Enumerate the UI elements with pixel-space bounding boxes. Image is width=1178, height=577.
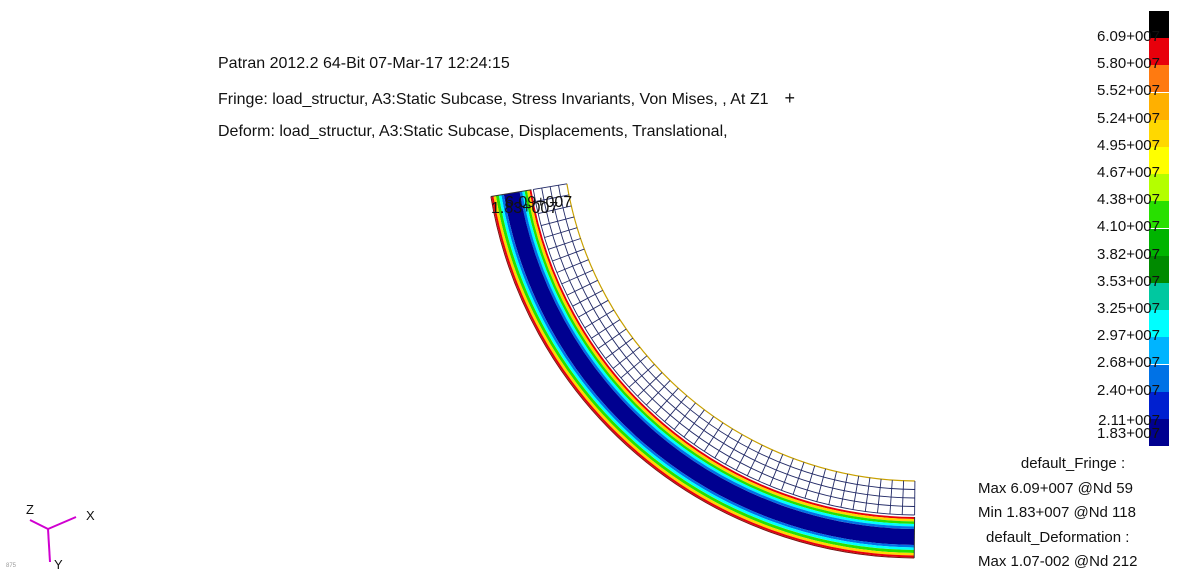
legend-label: 4.95+007: [1097, 136, 1160, 154]
y-axis-label: Y: [54, 557, 63, 572]
legend-swatch: [1149, 11, 1169, 38]
title-deform-line: Deform: load_structur, A3:Static Subcase…: [218, 123, 728, 140]
results-summary: default_Fringe : Max 6.09+007 @Nd 59 Min…: [968, 452, 1178, 575]
triad-id-label: 875: [6, 563, 17, 569]
legend-label: 4.38+007: [1097, 191, 1160, 209]
legend-label: 2.68+007: [1097, 354, 1160, 372]
legend-label: 4.67+007: [1097, 164, 1160, 181]
deformed-outline: [490, 196, 915, 559]
legend-label: 3.53+007: [1097, 272, 1160, 290]
legend-label: 3.82+007: [1097, 245, 1160, 263]
stress-fringe-band: [501, 194, 915, 548]
legend-swatch: [1149, 364, 1169, 392]
legend-label: 3.25+007: [1097, 300, 1160, 317]
title-fringe-line: Fringe: load_structur, A3:Static Subcase…: [218, 81, 795, 115]
legend-swatch: [1149, 310, 1169, 338]
legend-swatch: [1149, 337, 1169, 365]
legend-swatch: [1149, 255, 1169, 283]
legend-label: 2.40+007: [1097, 381, 1160, 399]
legend-swatch: [1149, 38, 1169, 66]
legend-label: 1.83+007: [1097, 425, 1160, 442]
viewport-title-block: Patran 2012.2 64-Bit 07-Mar-17 12:24:15 …: [218, 47, 795, 149]
max-value-marker: 6.09+007: [505, 194, 573, 211]
legend-label: 5.24+007: [1097, 109, 1160, 127]
legend-swatch: [1149, 201, 1169, 229]
min-value-marker: 1.83+007: [491, 200, 559, 217]
axis-triad-icon: [29, 516, 77, 563]
x-axis-label: X: [86, 508, 95, 523]
stress-fringe-band: [491, 196, 915, 558]
legend-swatch: [1149, 92, 1169, 120]
legend-swatch: [1149, 65, 1169, 93]
fringe-end-cap: [490, 189, 532, 197]
stress-fringe-band: [519, 191, 915, 529]
legend-swatch: [1149, 119, 1169, 147]
legend-swatch: [1149, 391, 1169, 419]
stress-fringe-band: [521, 190, 915, 527]
legend-swatch: [1149, 228, 1169, 256]
fringe-min: Min 1.83+007 @Nd 118: [978, 504, 1136, 521]
stress-fringe-band: [526, 189, 915, 522]
legend-label: 5.80+007: [1097, 55, 1160, 73]
stress-fringe-band: [503, 191, 915, 545]
stress-fringe-band: [498, 194, 915, 550]
legend-label: 5.52+007: [1097, 82, 1160, 100]
fringe-max: Max 6.09+007 @Nd 59: [978, 479, 1133, 497]
deformation-title: default_Deformation :: [986, 528, 1130, 546]
stress-fringe-band: [493, 195, 915, 556]
stress-fringe-band: [495, 195, 915, 553]
coordinate-triad: Z X Y: [18, 500, 108, 575]
stress-fringe-band: [529, 189, 915, 519]
legend-swatch: [1149, 174, 1169, 202]
undeformed-mesh: [532, 183, 916, 516]
stress-fringe-band: [524, 190, 915, 524]
fringe-title: default_Fringe :: [1020, 455, 1126, 472]
plus-icon: +: [784, 88, 795, 108]
legend-label: 6.09+007: [1097, 28, 1160, 45]
legend-label: 2.97+007: [1097, 327, 1160, 345]
legend-swatch: [1149, 147, 1169, 174]
legend-label: 4.10+007: [1097, 218, 1160, 236]
fringe-description: Fringe: load_structur, A3:Static Subcase…: [218, 91, 769, 108]
legend-swatch: [1149, 283, 1169, 310]
deformation-max: Max 1.07-002 @Nd 212: [978, 553, 1138, 570]
title-version-line: Patran 2012.2 64-Bit 07-Mar-17 12:24:15: [218, 55, 510, 72]
z-axis-label: Z: [26, 502, 34, 517]
legend-label: 2.11+007: [1098, 412, 1160, 429]
legend-swatch: [1149, 419, 1169, 446]
fringe-legend: 6.09+007 5.80+007 5.52+007 5.24+007 4.95+007…: [1040, 0, 1178, 450]
